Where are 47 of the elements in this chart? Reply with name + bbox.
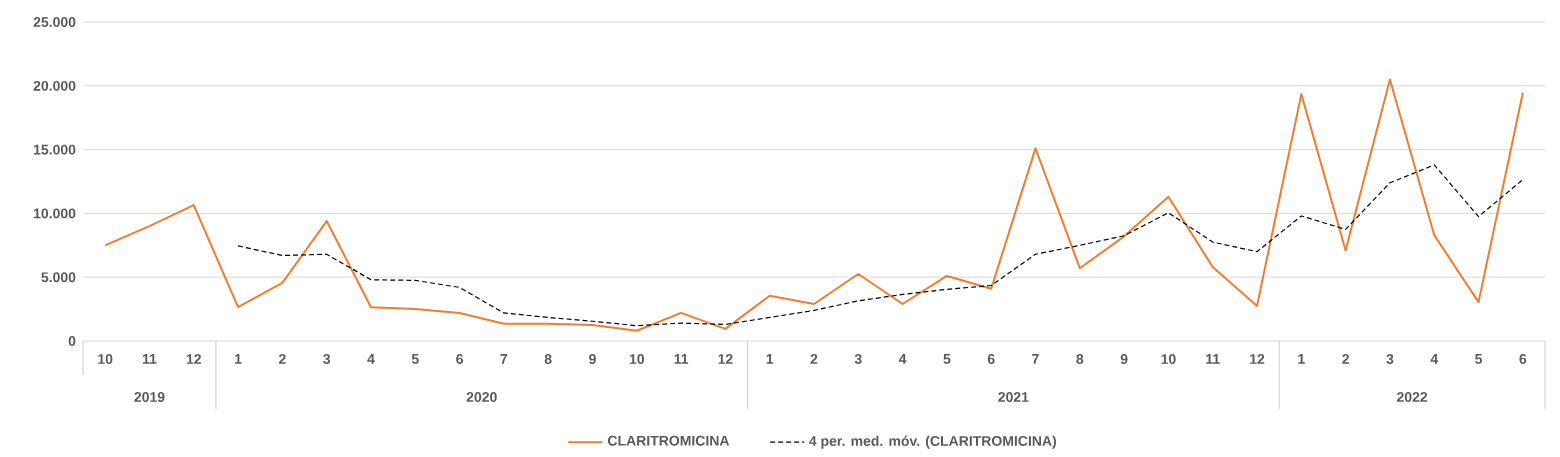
x-tick-label: 12 xyxy=(186,354,201,364)
line-series xyxy=(104,78,1524,332)
y-tick-label: 20.000 xyxy=(33,80,76,91)
text: 2022 xyxy=(1397,392,1428,403)
x-tick-label: 8 xyxy=(544,354,552,365)
x-tick-label: 2 xyxy=(1342,354,1349,364)
x-tick-label: 4 xyxy=(1430,354,1439,364)
x-tick-label: 1 xyxy=(766,354,774,364)
x-tick-label: 10 xyxy=(98,354,113,365)
x-tick-label: 3 xyxy=(1386,354,1394,365)
x-tick-label: 5 xyxy=(411,354,419,364)
x-tick-label: 11 xyxy=(142,354,157,364)
x-tick-label: 2 xyxy=(278,354,286,364)
x-tick-label: 12 xyxy=(1250,354,1265,364)
y-tick-label: 0 xyxy=(68,336,76,347)
y-tick-label: 15.000 xyxy=(34,144,76,155)
x-tick-label: 11 xyxy=(674,354,689,364)
x-tick-label: 4 xyxy=(898,354,907,364)
x-tick-label: 1 xyxy=(1298,354,1305,364)
x-tick-label: 3 xyxy=(323,354,331,365)
legend-label: CLARITROMICINA xyxy=(607,435,730,446)
x-tick-label: 10 xyxy=(1161,354,1176,365)
x-tick-label: 7 xyxy=(1032,354,1039,364)
y-tick-label: 5.000 xyxy=(41,272,76,283)
x-tick-label: 8 xyxy=(1076,354,1084,365)
x-tick-label: 9 xyxy=(589,354,596,365)
x-tick-label: 12 xyxy=(718,354,733,364)
text: 2020 xyxy=(466,392,497,403)
text: 2019 xyxy=(134,392,165,403)
x-tick-label: 11 xyxy=(1206,354,1220,364)
x-tick-label: 3 xyxy=(854,354,862,365)
x-tick-label: 2 xyxy=(810,354,818,364)
y-tick-label: 10.000 xyxy=(34,208,76,219)
x-tick-label: 6 xyxy=(456,354,463,365)
x-tick-label: 6 xyxy=(1519,354,1527,365)
x-tick-label: 1 xyxy=(235,354,242,364)
x-tick-label: 4 xyxy=(367,354,375,364)
x-tick-label: 5 xyxy=(943,354,951,364)
x-tick-label: 7 xyxy=(500,354,508,364)
x-tick-label: 9 xyxy=(1120,354,1128,365)
text: 2021 xyxy=(998,392,1029,403)
legend-label: 4 per. med. móv. (CLARITROMICINA) xyxy=(809,435,1056,449)
x-tick-label: 10 xyxy=(629,354,645,365)
x-tick-label: 6 xyxy=(987,354,995,365)
x-tick-label: 5 xyxy=(1475,354,1483,364)
y-tick-label: 25.000 xyxy=(33,17,76,28)
line-series xyxy=(237,164,1524,327)
